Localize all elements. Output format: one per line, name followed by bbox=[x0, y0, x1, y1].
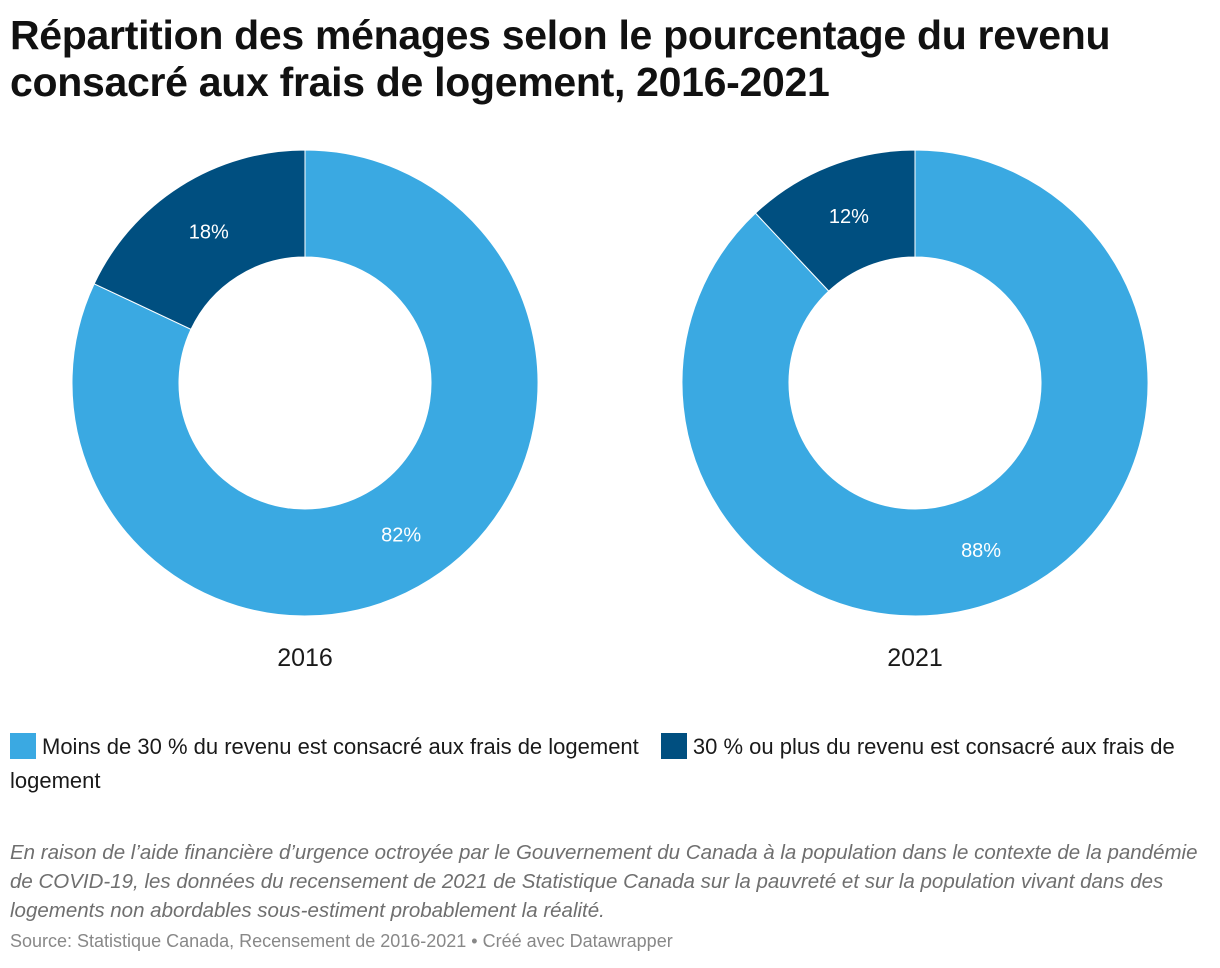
slice-2021-30-or-more bbox=[754, 149, 916, 292]
legend: Moins de 30 % du revenu est consacré aux… bbox=[10, 730, 1200, 798]
legend-item-30-or-more: 30 % ou plus du revenu est consacré aux … bbox=[10, 733, 1175, 793]
slice-2016-under-30 bbox=[71, 149, 539, 617]
donut-charts: 82% 18% 2016 88% 12% 2021 bbox=[71, 149, 1149, 672]
legend-swatch-30-or-more bbox=[660, 733, 687, 759]
legend-item-under-30: Moins de 30 % du revenu est consacré aux… bbox=[10, 733, 645, 759]
slice-label-2016-under-30: 82% bbox=[381, 525, 421, 547]
slice-2021-under-30 bbox=[681, 149, 1149, 617]
chart-source: Source: Statistique Canada, Recensement … bbox=[10, 931, 673, 951]
legend-swatch-under-30 bbox=[10, 733, 36, 759]
chart-note: En raison de l’aide financière d’urgence… bbox=[10, 841, 1198, 922]
slice-label-2021-30-or-more: 12% bbox=[829, 206, 869, 228]
slice-label-2021-under-30: 88% bbox=[961, 540, 1001, 562]
legend-label-under-30: Moins de 30 % du revenu est consacré aux… bbox=[42, 734, 639, 759]
chart-title: Répartition des ménages selon le pourcen… bbox=[10, 12, 1111, 105]
donut-title-2016: 2016 bbox=[277, 644, 333, 672]
donut-title-2021: 2021 bbox=[887, 644, 943, 672]
legend-label-30-or-more: 30 % ou plus du revenu est consacré aux … bbox=[10, 734, 1175, 793]
slice-2016-30-or-more bbox=[93, 149, 306, 331]
slice-label-2016-30-or-more: 18% bbox=[189, 221, 229, 243]
